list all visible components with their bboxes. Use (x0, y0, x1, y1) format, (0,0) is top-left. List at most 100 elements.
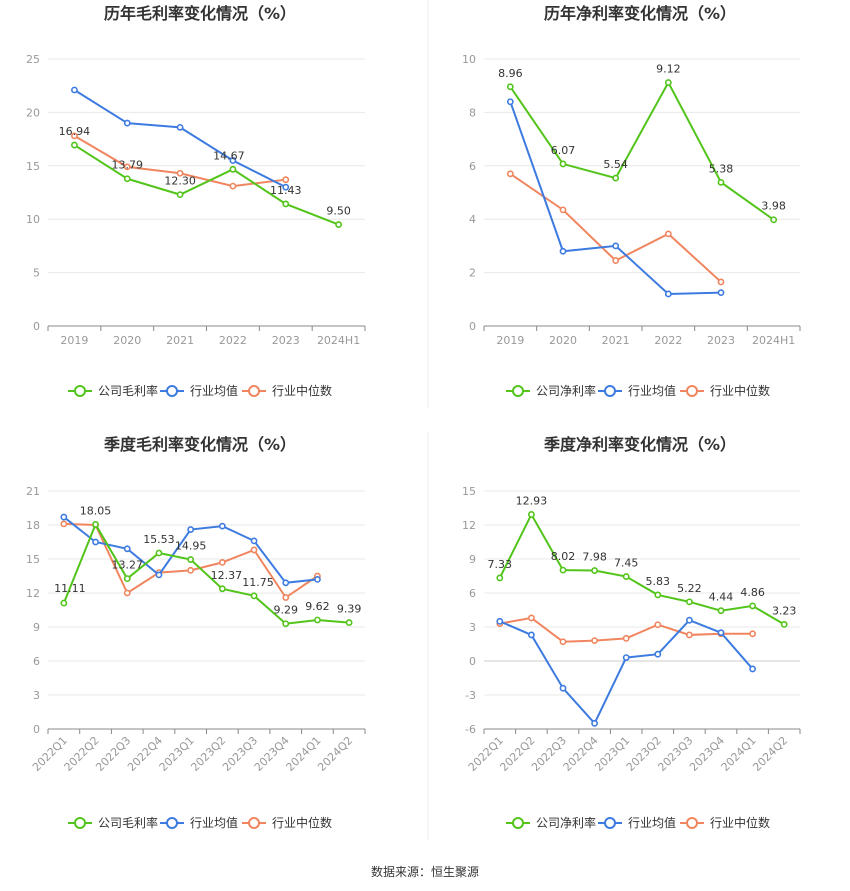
legend-label: 行业中位数 (272, 383, 332, 398)
y-tick-label: 0 (33, 320, 40, 333)
data-point (282, 183, 290, 191)
legend-label: 行业均值 (628, 383, 676, 398)
x-tick-label: 2019 (60, 334, 88, 347)
data-label: 14.67 (213, 149, 245, 162)
chart-title: 季度净利率变化情况（%） (543, 435, 736, 454)
data-point (612, 242, 620, 250)
data-point (250, 592, 258, 600)
data-point (155, 571, 163, 579)
legend-label: 行业均值 (190, 815, 238, 830)
series-line (498, 512, 785, 626)
data-point (559, 160, 567, 168)
data-point (559, 206, 567, 214)
legend-label: 行业均值 (628, 815, 676, 830)
data-label: 3.98 (761, 200, 786, 213)
data-point (155, 549, 163, 557)
data-label: 7.98 (582, 551, 607, 564)
y-tick-label: 3 (469, 621, 476, 634)
y-tick-label: 6 (469, 160, 476, 173)
data-point (591, 637, 598, 644)
data-label: 5.22 (677, 582, 702, 595)
data-point (71, 141, 78, 149)
y-tick-label: 20 (26, 106, 40, 119)
data-point (591, 567, 598, 574)
series-line (509, 80, 775, 221)
data-point (717, 629, 725, 637)
data-point (176, 191, 184, 199)
y-tick-label: 3 (33, 689, 40, 702)
legend-swatch-marker (686, 385, 698, 397)
data-label: 5.38 (709, 162, 734, 175)
y-tick-label: 10 (26, 213, 40, 226)
y-tick-label: 6 (33, 655, 40, 668)
series-line (73, 144, 339, 226)
data-point (528, 631, 535, 639)
data-point (664, 290, 672, 298)
x-tick-label: 2019 (496, 334, 524, 347)
x-tick-label: 2021 (166, 334, 194, 347)
data-label: 9.39 (337, 603, 362, 616)
y-tick-label: 15 (462, 485, 476, 498)
y-tick-label: 0 (469, 320, 476, 333)
data-point (123, 545, 131, 553)
y-tick-label: 12 (26, 587, 40, 600)
y-tick-label: 0 (33, 723, 40, 736)
chart-title: 历年净利率变化情况（%） (544, 4, 736, 23)
data-point (92, 538, 99, 546)
data-point (528, 511, 535, 518)
data-point (528, 614, 535, 622)
annual-net-margin-chart: 历年净利率变化情况（%） 0 2 4 6 8 10 2019 2020 2021 2022 2023 2… (462, 4, 801, 398)
legend-swatch-marker (248, 385, 260, 397)
x-tick-label: 2020 (113, 334, 141, 347)
data-point (92, 521, 99, 528)
y-tick-label: 0 (469, 655, 476, 668)
data-point (559, 566, 567, 574)
quarterly-gross-margin-chart: 季度毛利率变化情况（%）0369121518212022Q12022Q22022… (26, 435, 366, 830)
data-point (176, 123, 184, 131)
data-point (496, 574, 504, 582)
data-label: 12.37 (211, 569, 243, 582)
data-point (282, 594, 290, 601)
data-point (282, 176, 290, 184)
data-point (187, 526, 195, 533)
legend-swatch-marker (512, 817, 524, 829)
data-point (345, 619, 353, 626)
data-point (654, 650, 662, 658)
chart-title: 历年毛利率变化情况（%） (104, 4, 296, 23)
data-point (314, 576, 321, 583)
data-point (686, 598, 693, 606)
series-line (62, 522, 350, 625)
legend-swatch-marker (248, 817, 260, 829)
series-line (509, 101, 722, 295)
x-tick-label: 2022 (219, 334, 247, 347)
data-point (60, 513, 68, 521)
data-point (654, 591, 662, 599)
data-label: 9.29 (274, 604, 299, 617)
y-tick-label: -6 (465, 723, 476, 736)
data-point (250, 546, 258, 554)
x-tick-label: 2020 (549, 334, 577, 347)
data-point (591, 719, 598, 727)
data-point (780, 620, 788, 628)
data-point (187, 556, 195, 563)
data-point (314, 616, 321, 624)
y-tick-label: 9 (33, 621, 40, 634)
data-point (622, 654, 630, 661)
x-tick-label: 2024Q2 (750, 734, 790, 774)
chart-title: 季度毛利率变化情况（%） (103, 435, 296, 454)
y-tick-label: 8 (469, 106, 476, 119)
data-label: 3.23 (772, 604, 797, 617)
data-point (71, 86, 78, 94)
y-tick-label: 12 (462, 519, 476, 532)
legend-label: 公司毛利率 (98, 815, 158, 830)
data-label: 8.02 (551, 550, 576, 563)
y-tick-label: 6 (469, 587, 476, 600)
data-point (749, 602, 756, 610)
data-point (229, 165, 237, 173)
quarterly-net-margin-chart: 季度净利率变化情况（%）-6-3036912152022Q12022Q22022… (462, 435, 801, 830)
data-point (218, 559, 226, 566)
data-point (282, 200, 290, 208)
data-label: 11.75 (242, 576, 274, 589)
data-point (654, 621, 662, 629)
data-point (496, 617, 504, 625)
